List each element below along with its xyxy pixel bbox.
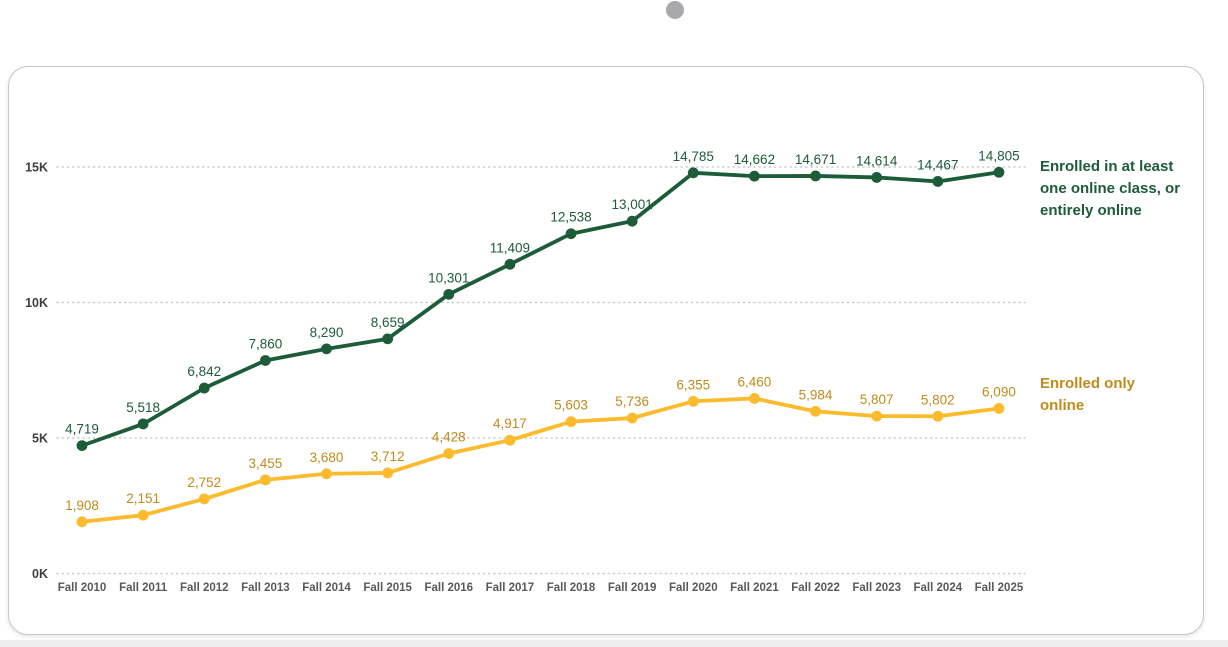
value-label-1-15: 6,090: [982, 384, 1016, 399]
data-point-0-fall-2016[interactable]: [443, 288, 455, 300]
value-label-1-6: 4,428: [432, 430, 466, 445]
data-point-1-fall-2017[interactable]: [504, 434, 516, 446]
y-axis-tick-0K: 0K: [32, 567, 48, 581]
value-label-0-7: 11,409: [490, 240, 530, 255]
value-label-1-11: 6,460: [738, 374, 772, 389]
data-point-0-fall-2014[interactable]: [321, 343, 332, 355]
data-point-0-fall-2019[interactable]: [626, 215, 638, 227]
data-point-1-fall-2020[interactable]: [687, 395, 699, 407]
data-point-0-fall-2023[interactable]: [871, 172, 883, 183]
legend-series-enrolled-at-least-one: Enrolled in at least one online class, o…: [1040, 158, 1181, 219]
value-label-1-1: 2,151: [126, 491, 160, 506]
data-point-1-fall-2012[interactable]: [198, 493, 210, 505]
series-line-0: [80, 170, 1001, 448]
data-point-0-fall-2012[interactable]: [198, 382, 210, 394]
value-label-1-13: 5,807: [860, 392, 894, 407]
data-point-1-fall-2025[interactable]: [993, 403, 1005, 414]
x-axis-tick-fall-2022: Fall 2022: [791, 582, 840, 594]
data-point-1-fall-2018[interactable]: [565, 416, 577, 428]
x-axis-tick-fall-2014: Fall 2014: [302, 582, 351, 594]
value-label-0-8: 12,538: [550, 210, 591, 225]
value-label-1-4: 3,680: [310, 450, 344, 465]
data-point-1-fall-2022[interactable]: [810, 405, 821, 417]
data-point-0-fall-2025[interactable]: [993, 166, 1005, 178]
x-axis-tick-fall-2019: Fall 2019: [608, 582, 657, 594]
value-label-0-15: 14,805: [978, 148, 1019, 163]
data-point-1-fall-2015[interactable]: [382, 467, 394, 479]
x-axis-tick-fall-2020: Fall 2020: [669, 582, 718, 594]
value-label-1-12: 5,984: [799, 387, 833, 402]
value-label-0-14: 14,467: [917, 157, 958, 172]
x-axis-tick-fall-2023: Fall 2023: [852, 582, 901, 594]
value-label-0-2: 6,842: [187, 364, 221, 379]
value-label-0-6: 10,301: [428, 270, 469, 285]
value-label-0-4: 8,290: [310, 325, 344, 340]
value-label-1-8: 5,603: [554, 398, 588, 413]
data-point-1-fall-2023[interactable]: [871, 410, 883, 422]
value-label-1-5: 3,712: [371, 449, 405, 464]
chart-card: [8, 66, 1204, 635]
data-point-1-fall-2013[interactable]: [259, 474, 271, 486]
value-label-1-0: 1,908: [65, 498, 99, 513]
data-point-1-fall-2011[interactable]: [137, 509, 149, 521]
data-point-1-fall-2010[interactable]: [76, 516, 88, 528]
data-point-0-fall-2018[interactable]: [565, 228, 577, 240]
value-label-0-5: 8,659: [371, 315, 405, 330]
x-axis-tick-fall-2015: Fall 2015: [363, 582, 412, 594]
value-label-0-1: 5,518: [126, 400, 160, 415]
value-label-1-3: 3,455: [248, 456, 282, 471]
x-axis-tick-fall-2025: Fall 2025: [975, 582, 1024, 594]
value-label-1-9: 5,736: [615, 394, 649, 409]
value-label-0-3: 7,860: [248, 336, 282, 351]
data-point-0-fall-2010[interactable]: [76, 440, 88, 452]
data-point-0-fall-2017[interactable]: [504, 258, 516, 270]
value-label-1-14: 5,802: [921, 392, 955, 407]
y-axis-tick-10K: 10K: [25, 296, 48, 310]
x-axis-tick-fall-2010: Fall 2010: [58, 582, 107, 594]
data-point-0-fall-2022[interactable]: [810, 170, 821, 182]
data-point-0-fall-2011[interactable]: [137, 418, 149, 430]
x-axis-tick-fall-2024: Fall 2024: [914, 582, 963, 594]
data-point-1-fall-2021[interactable]: [749, 393, 760, 404]
data-point-1-fall-2024[interactable]: [932, 410, 944, 422]
value-label-0-0: 4,719: [65, 422, 99, 437]
data-point-0-fall-2013[interactable]: [259, 355, 271, 366]
data-point-0-fall-2020[interactable]: [687, 167, 699, 179]
legend-series-enrolled-only-online: Enrolled only online: [1040, 375, 1136, 414]
data-point-0-fall-2021[interactable]: [749, 170, 760, 182]
value-label-1-7: 4,917: [493, 416, 527, 431]
x-axis-tick-fall-2021: Fall 2021: [730, 582, 779, 594]
data-point-1-fall-2019[interactable]: [626, 412, 638, 424]
data-point-0-fall-2024[interactable]: [932, 176, 944, 187]
value-label-0-11: 14,662: [734, 152, 775, 167]
x-axis-tick-fall-2018: Fall 2018: [547, 582, 596, 594]
x-axis-tick-fall-2017: Fall 2017: [486, 582, 535, 594]
value-label-0-10: 14,785: [673, 149, 714, 164]
series-line-1: [80, 396, 1001, 524]
value-label-0-12: 14,671: [795, 152, 836, 167]
data-point-1-fall-2014[interactable]: [321, 468, 332, 480]
x-axis-tick-fall-2013: Fall 2013: [241, 582, 290, 594]
data-point-1-fall-2016[interactable]: [443, 448, 455, 459]
y-axis-tick-5K: 5K: [32, 432, 48, 446]
value-label-1-10: 6,355: [676, 377, 710, 392]
x-axis-tick-fall-2011: Fall 2011: [119, 582, 168, 594]
value-label-0-9: 13,001: [612, 197, 653, 212]
data-point-0-fall-2015[interactable]: [382, 333, 394, 345]
y-axis-tick-15K: 15K: [25, 161, 48, 175]
x-axis-tick-fall-2012: Fall 2012: [180, 582, 229, 594]
value-label-1-2: 2,752: [187, 475, 221, 490]
value-label-0-13: 14,614: [856, 153, 898, 168]
bottom-strip: [0, 640, 1228, 647]
page-indicator-dot: [666, 1, 684, 19]
x-axis-tick-fall-2016: Fall 2016: [424, 582, 473, 594]
